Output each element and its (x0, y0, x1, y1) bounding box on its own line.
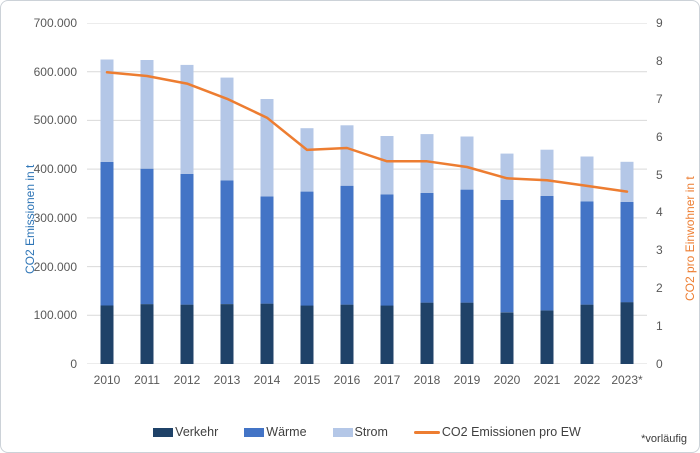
bar-segment-w-rme (620, 201, 634, 303)
x-axis-label: 2012 (173, 373, 201, 387)
x-axis-label: 2021 (533, 373, 561, 387)
bar-segment-verkehr (300, 305, 314, 364)
right-axis-tick: 6 (656, 129, 663, 144)
bar-segment-w-rme (180, 174, 194, 305)
bar-segment-verkehr (140, 304, 154, 364)
bar-segment-w-rme (580, 201, 594, 305)
bar-segment-w-rme (380, 194, 394, 306)
left-axis-tick: 400.000 (33, 162, 77, 177)
bar-segment-w-rme (220, 180, 234, 304)
right-axis-tick: 8 (656, 53, 663, 68)
right-axis-tick: 3 (656, 243, 663, 258)
bar-segment-w-rme (100, 161, 114, 306)
bar-segment-strom (340, 125, 354, 186)
left-axis-tick: 500.000 (33, 113, 77, 128)
bar-segment-strom (540, 149, 554, 196)
left-axis-tick: 300.000 (33, 210, 77, 225)
bar-segment-strom (580, 156, 594, 202)
left-axis-tick: 600.000 (33, 64, 77, 79)
legend-line-swatch-icon (413, 430, 440, 434)
bar-segment-verkehr (180, 304, 194, 364)
legend-item-co2-emissionen-pro-ew: CO2 Emissionen pro EW (413, 425, 581, 439)
bar-segment-strom (460, 136, 474, 190)
legend-item-w-rme: Wärme (244, 425, 307, 439)
x-axis-label: 2020 (493, 373, 521, 387)
left-axis-tick: 100.000 (33, 308, 77, 323)
bar-segment-strom (260, 99, 274, 197)
bar-segment-w-rme (260, 196, 274, 304)
legend-box-swatch-icon (332, 427, 353, 437)
right-axis-tick: 7 (656, 91, 663, 106)
right-axis-tick: 2 (656, 281, 663, 296)
bar-segment-strom (500, 153, 514, 200)
right-axis-tick: 9 (656, 16, 663, 30)
bar-segment-w-rme (460, 189, 474, 303)
bar-segment-strom (420, 134, 434, 193)
bar-segment-w-rme (140, 168, 154, 305)
bar-segment-verkehr (540, 310, 554, 364)
bar-segment-verkehr (580, 304, 594, 364)
x-axis-label: 2014 (253, 373, 281, 387)
x-axis-label: 2016 (333, 373, 361, 387)
bar-segment-verkehr (220, 304, 234, 364)
right-axis-tick: 0 (656, 357, 663, 371)
legend-item-verkehr: Verkehr (153, 425, 218, 439)
bar-segment-w-rme (300, 191, 314, 306)
bar-segment-strom (380, 136, 394, 195)
bar-segment-strom (220, 77, 234, 181)
left-axis-tick: 700.000 (33, 16, 77, 30)
bar-segment-w-rme (500, 199, 514, 313)
bar-segment-strom (180, 64, 194, 174)
x-axis-label: 2015 (293, 373, 321, 387)
bar-segment-verkehr (500, 312, 514, 364)
bar-segment-verkehr (380, 305, 394, 364)
legend-label: CO2 Emissionen pro EW (441, 425, 581, 439)
x-axis-label: 2023* (611, 373, 643, 387)
bar-segment-verkehr (420, 302, 434, 364)
right-axis-tick: 1 (656, 319, 663, 334)
x-axis-label: 2017 (373, 373, 401, 387)
bar-segment-verkehr (100, 305, 114, 364)
bar-segment-w-rme (340, 185, 354, 305)
left-axis-tick: 200.000 (33, 259, 77, 274)
chart-svg (87, 22, 647, 365)
x-axis-label: 2010 (93, 373, 121, 387)
right-axis-tick: 5 (656, 167, 663, 182)
bar-segment-verkehr (460, 302, 474, 364)
legend-box-swatch-icon (244, 427, 265, 437)
legend: Verkehr Wärme Strom CO2 Emissionen pro EW (87, 425, 647, 439)
x-axis-label: 2019 (453, 373, 481, 387)
bar-segment-verkehr (260, 303, 274, 364)
legend-item-strom: Strom (332, 425, 388, 439)
legend-label: Strom (354, 425, 388, 439)
bar-segment-strom (100, 59, 114, 162)
bar-segment-strom (300, 128, 314, 192)
x-axis-labels: 2010 2011 2012 2013 2014 2015 2016 2017 2018 2019… (87, 373, 647, 389)
left-axis-tick: 0 (70, 357, 77, 371)
bar-segment-verkehr (340, 304, 354, 364)
right-axis-title: CO2 pro Einwohner in t (683, 176, 697, 301)
x-axis-label: 2022 (573, 373, 601, 387)
bar-segment-w-rme (420, 193, 434, 303)
right-axis-tick: 4 (656, 205, 663, 220)
bar-segment-verkehr (620, 302, 634, 364)
co2-per-capita-line (105, 71, 629, 193)
bar-segment-strom (620, 161, 634, 202)
bar-segment-w-rme (540, 195, 554, 311)
plot-area (87, 22, 647, 365)
x-axis-label: 2011 (134, 373, 160, 387)
legend-box-swatch-icon (153, 427, 174, 437)
legend-label: Verkehr (175, 425, 219, 439)
legend-label: Wärme (266, 425, 307, 439)
footnote: *vorläufig (641, 433, 687, 445)
bar-segment-strom (140, 60, 154, 169)
x-axis-label: 2018 (413, 373, 441, 387)
x-axis-label: 2013 (213, 373, 241, 387)
